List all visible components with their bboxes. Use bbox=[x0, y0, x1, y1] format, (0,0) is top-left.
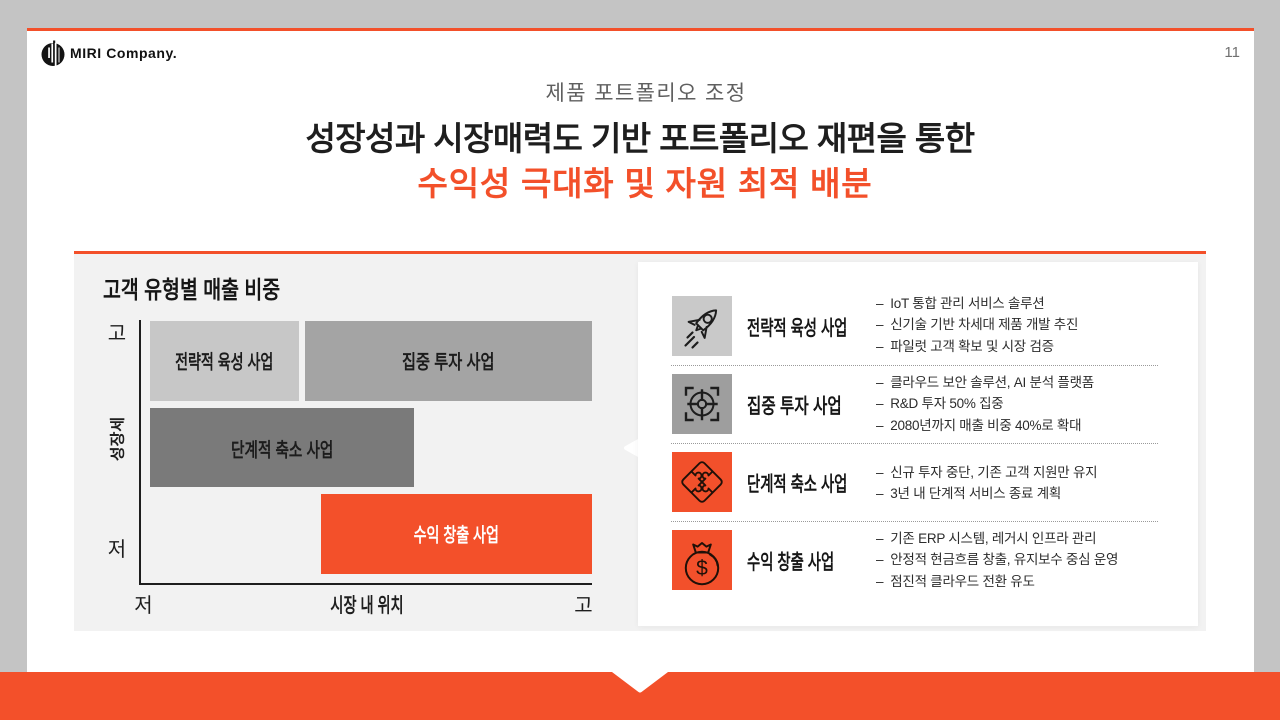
svg-text:$: $ bbox=[696, 557, 708, 580]
